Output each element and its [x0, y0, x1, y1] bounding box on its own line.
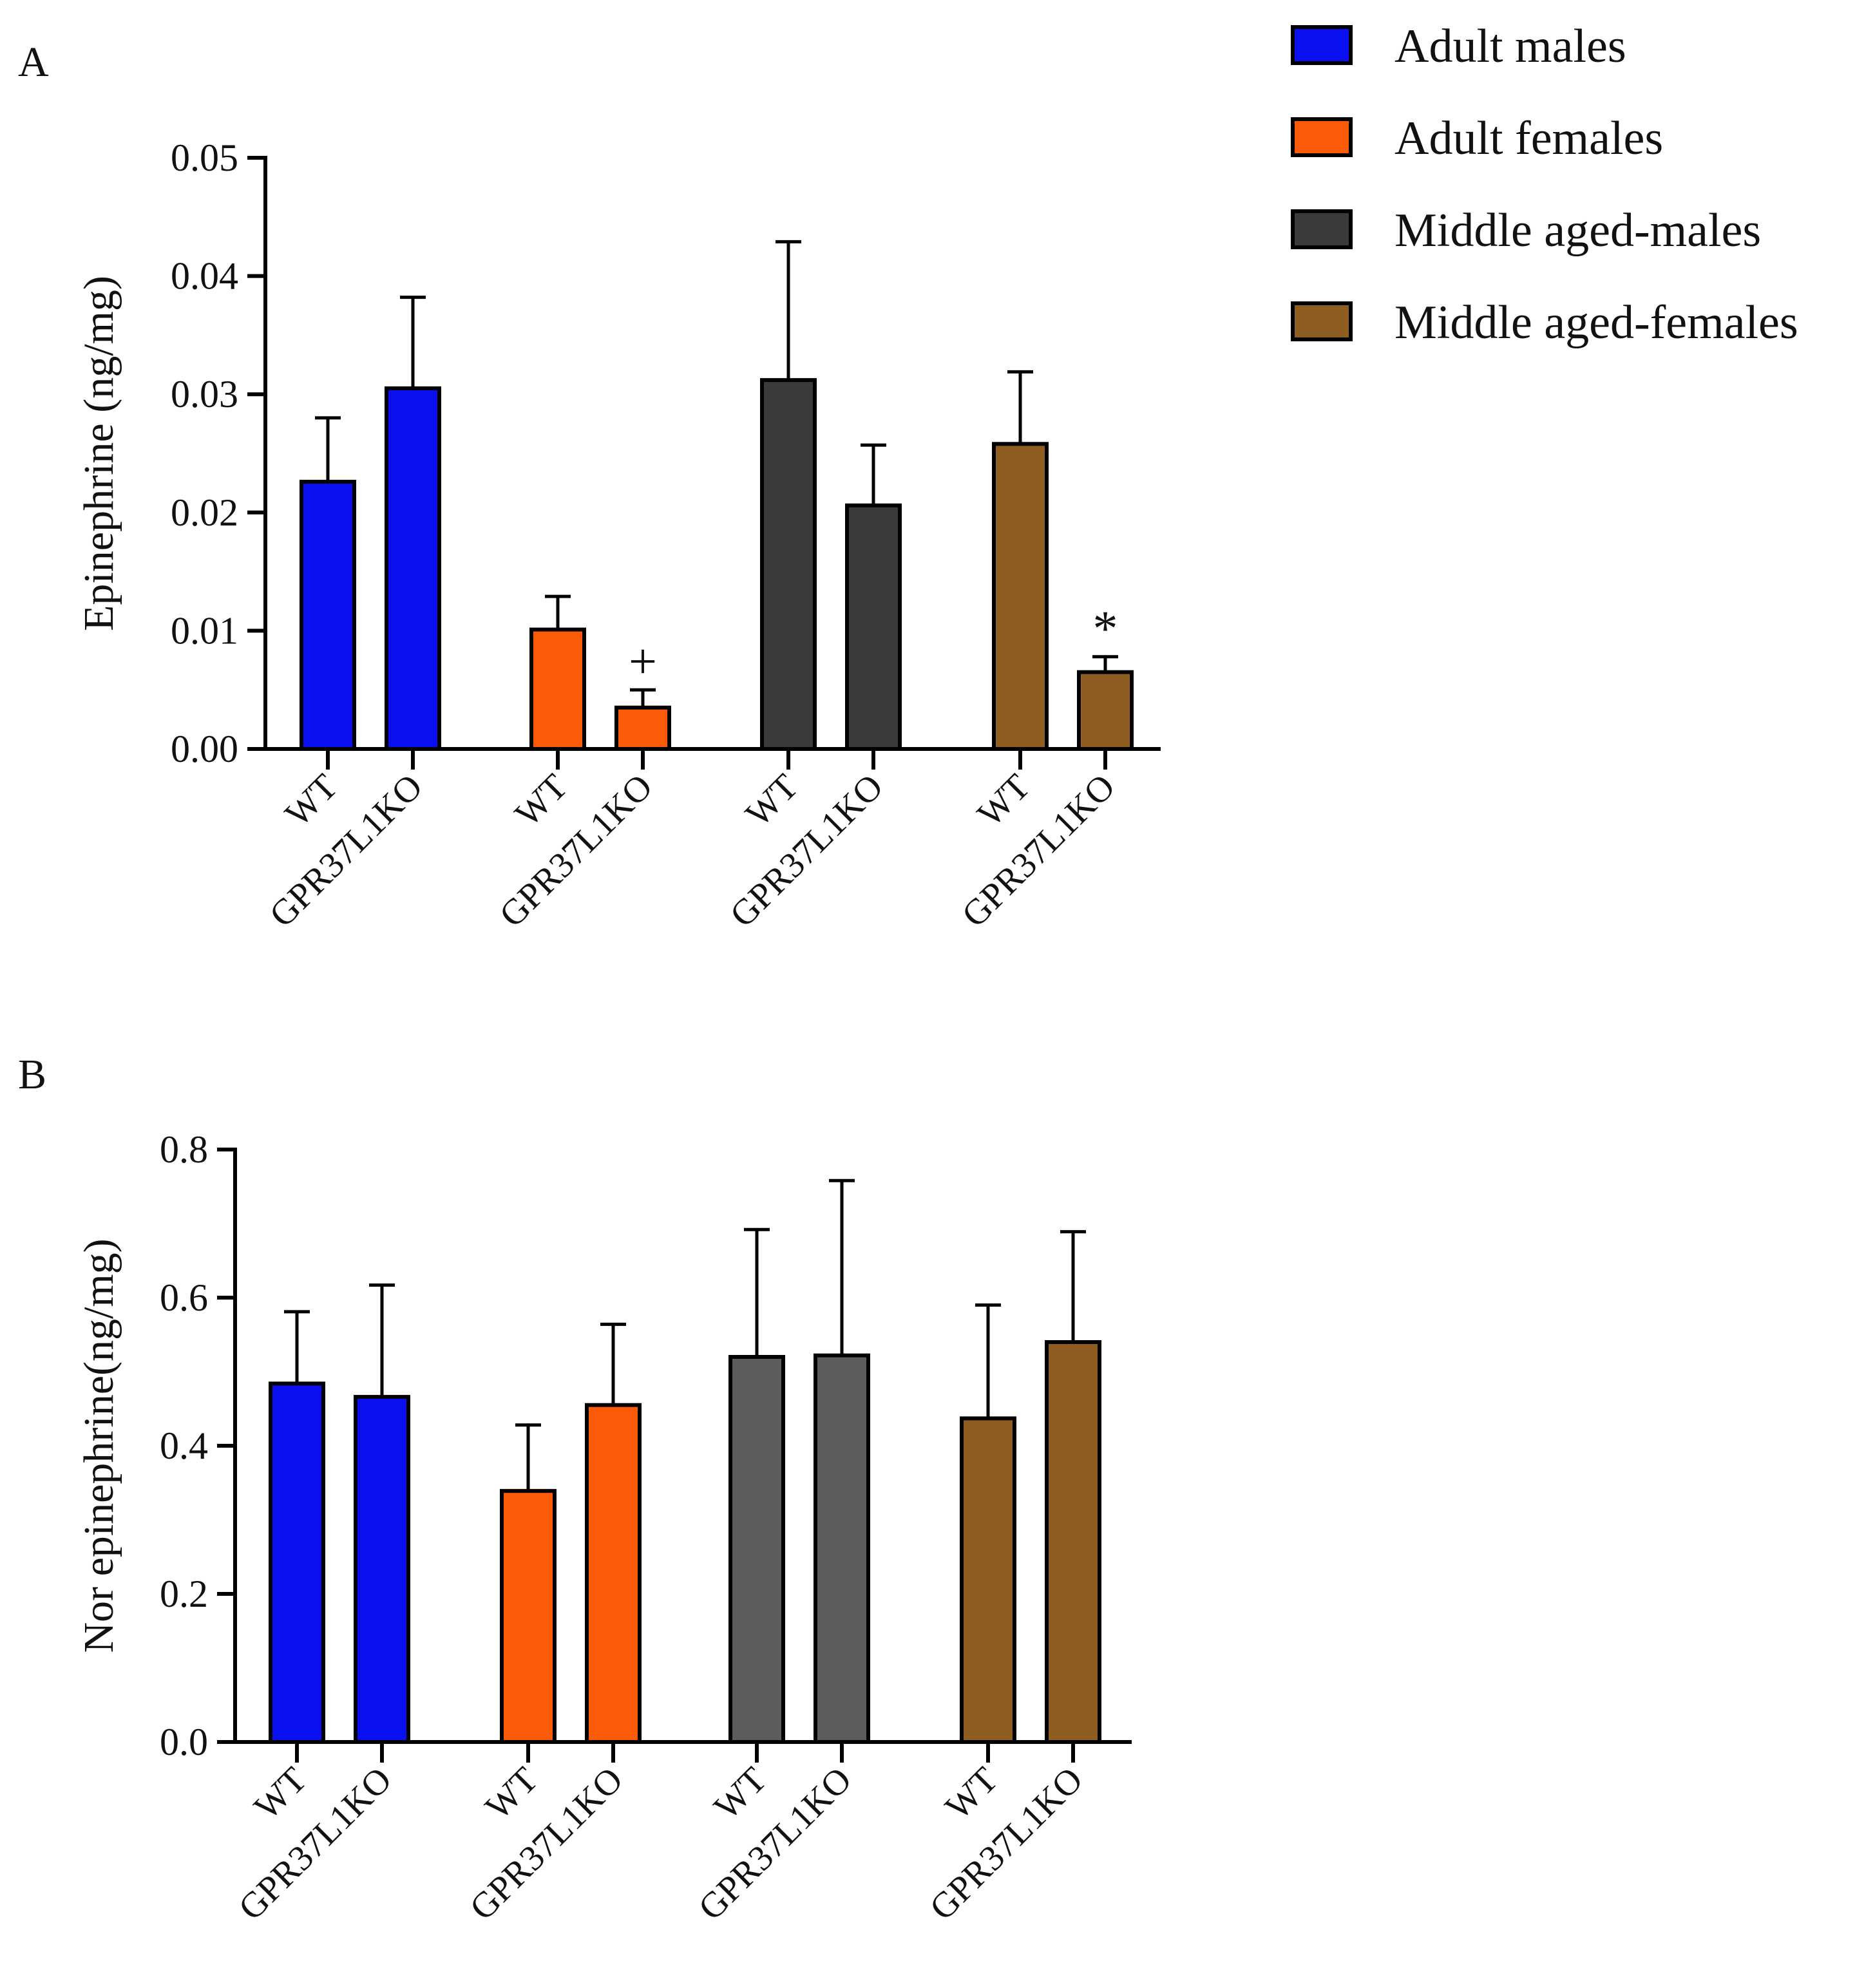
y-tick-label: 0.05: [171, 137, 238, 179]
x-tick-label: WT: [970, 766, 1038, 834]
legend-swatch-2: [1291, 209, 1353, 249]
bar: [760, 378, 817, 751]
x-tick-label: WT: [278, 766, 345, 834]
y-tick-label: 0.00: [171, 728, 238, 770]
x-tick-label: GPR37L1KO: [691, 1759, 860, 1928]
panel-b: B Nor epinephrine(ng/mg) 0.0 0.2 0.4 0.6 0.8 WT…: [18, 1051, 1132, 1928]
bar: [300, 480, 356, 752]
legend: Adult males Adult females Middle aged-male…: [1291, 20, 1798, 349]
significance-annotation: *: [1093, 600, 1118, 656]
x-tick-label: GPR37L1KO: [231, 1759, 400, 1928]
significance-annotation: +: [629, 633, 657, 689]
y-tick-label: 0.04: [171, 255, 238, 298]
x-tick-label: GPR37L1KO: [723, 766, 891, 935]
x-tick-label: GPR37L1KO: [462, 1759, 631, 1928]
bar: [269, 1381, 325, 1744]
bar: [385, 386, 441, 751]
x-tick-label: WT: [508, 766, 575, 834]
x-tick-label: WT: [738, 766, 806, 834]
legend-label-3: Middle aged-females: [1394, 296, 1798, 349]
x-tick-label: GPR37L1KO: [262, 766, 431, 935]
legend-swatch-1: [1291, 117, 1353, 157]
bar: [354, 1395, 410, 1745]
x-tick-label: GPR37L1KO: [955, 766, 1123, 935]
panel-letter: B: [18, 1051, 46, 1098]
bar: [614, 705, 671, 751]
y-tick-label: 0.8: [160, 1128, 208, 1171]
legend-swatch-3: [1291, 301, 1353, 341]
legend-label-1: Adult females: [1394, 112, 1663, 165]
bar: [1077, 670, 1134, 752]
bar: [728, 1355, 785, 1744]
x-tick-label: GPR37L1KO: [492, 766, 661, 935]
legend-label-2: Middle aged-males: [1394, 204, 1761, 257]
bar: [585, 1403, 642, 1744]
bar: [1045, 1340, 1101, 1744]
x-tick-label: WT: [707, 1759, 774, 1827]
panel-letter: A: [18, 39, 49, 86]
y-tick-label: 0.2: [160, 1573, 208, 1615]
bar: [814, 1353, 870, 1744]
legend-label-0: Adult males: [1394, 20, 1626, 73]
y-axis-label: Nor epinephrine(ng/mg): [75, 1238, 122, 1652]
x-tick-label: GPR37L1KO: [922, 1759, 1091, 1928]
x-tick-label: WT: [478, 1759, 546, 1827]
y-tick-label: 0.03: [171, 373, 238, 415]
bar: [845, 503, 902, 751]
panel-a: A Epinephrine (ng/mg) 0.00 0.01 0.02 0.03 0.04…: [18, 39, 1161, 935]
bar: [500, 1489, 557, 1744]
bar: [529, 627, 586, 752]
y-tick-label: 0.0: [160, 1721, 208, 1763]
bar: [992, 442, 1049, 751]
y-tick-label: 0.01: [171, 609, 238, 652]
y-tick-label: 0.4: [160, 1425, 208, 1467]
x-tick-label: WT: [247, 1759, 314, 1827]
y-axis-label: Epinephrine (ng/mg): [75, 276, 122, 631]
y-tick-label: 0.02: [171, 491, 238, 534]
x-tick-label: WT: [938, 1759, 1005, 1827]
bar: [960, 1416, 1016, 1744]
y-tick-label: 0.6: [160, 1276, 208, 1319]
legend-swatch-0: [1291, 25, 1353, 65]
